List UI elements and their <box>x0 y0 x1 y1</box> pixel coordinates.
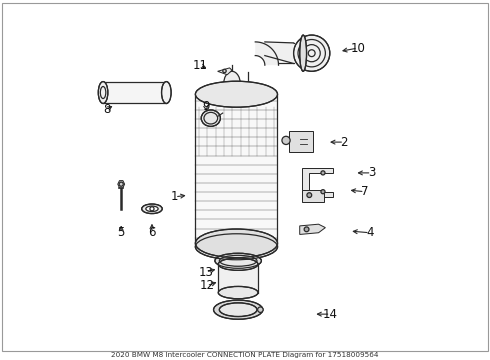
Ellipse shape <box>98 82 108 103</box>
Ellipse shape <box>142 204 162 213</box>
Text: 5: 5 <box>118 226 125 239</box>
Ellipse shape <box>196 229 277 258</box>
Text: 14: 14 <box>323 308 338 321</box>
Ellipse shape <box>162 82 171 103</box>
Ellipse shape <box>294 35 330 71</box>
Text: 8: 8 <box>103 103 110 116</box>
Ellipse shape <box>196 234 277 260</box>
Text: 12: 12 <box>199 279 214 292</box>
Ellipse shape <box>214 300 263 319</box>
Text: 4: 4 <box>366 226 373 239</box>
Ellipse shape <box>307 193 312 198</box>
Ellipse shape <box>304 227 309 232</box>
Bar <box>196 101 277 247</box>
Text: 3: 3 <box>368 166 375 179</box>
Bar <box>219 264 258 293</box>
Ellipse shape <box>321 190 325 194</box>
Polygon shape <box>255 42 278 65</box>
Ellipse shape <box>215 253 262 268</box>
Text: 2: 2 <box>341 136 348 149</box>
Ellipse shape <box>219 258 258 270</box>
Text: 11: 11 <box>193 59 207 72</box>
Ellipse shape <box>282 136 290 144</box>
Ellipse shape <box>146 206 158 212</box>
Ellipse shape <box>201 110 220 126</box>
FancyBboxPatch shape <box>289 131 314 152</box>
Polygon shape <box>302 168 333 197</box>
Ellipse shape <box>223 71 241 99</box>
Ellipse shape <box>223 69 226 73</box>
Text: 9: 9 <box>202 100 209 113</box>
Text: 2020 BMW M8 Intercooler CONNECTION PLATE Diagram for 17518009564: 2020 BMW M8 Intercooler CONNECTION PLATE… <box>111 352 379 358</box>
Ellipse shape <box>219 287 258 299</box>
Ellipse shape <box>196 81 277 107</box>
Text: 1: 1 <box>171 190 179 203</box>
Text: 10: 10 <box>350 41 366 55</box>
Polygon shape <box>300 224 325 234</box>
Ellipse shape <box>321 171 325 175</box>
Ellipse shape <box>300 35 307 71</box>
FancyBboxPatch shape <box>302 190 324 202</box>
Polygon shape <box>265 42 294 63</box>
Ellipse shape <box>258 307 263 312</box>
Ellipse shape <box>220 303 257 316</box>
Text: 13: 13 <box>198 266 213 279</box>
Polygon shape <box>218 68 232 75</box>
Bar <box>103 82 166 103</box>
Polygon shape <box>118 181 124 188</box>
Text: 6: 6 <box>148 226 156 239</box>
Text: 7: 7 <box>361 185 368 198</box>
